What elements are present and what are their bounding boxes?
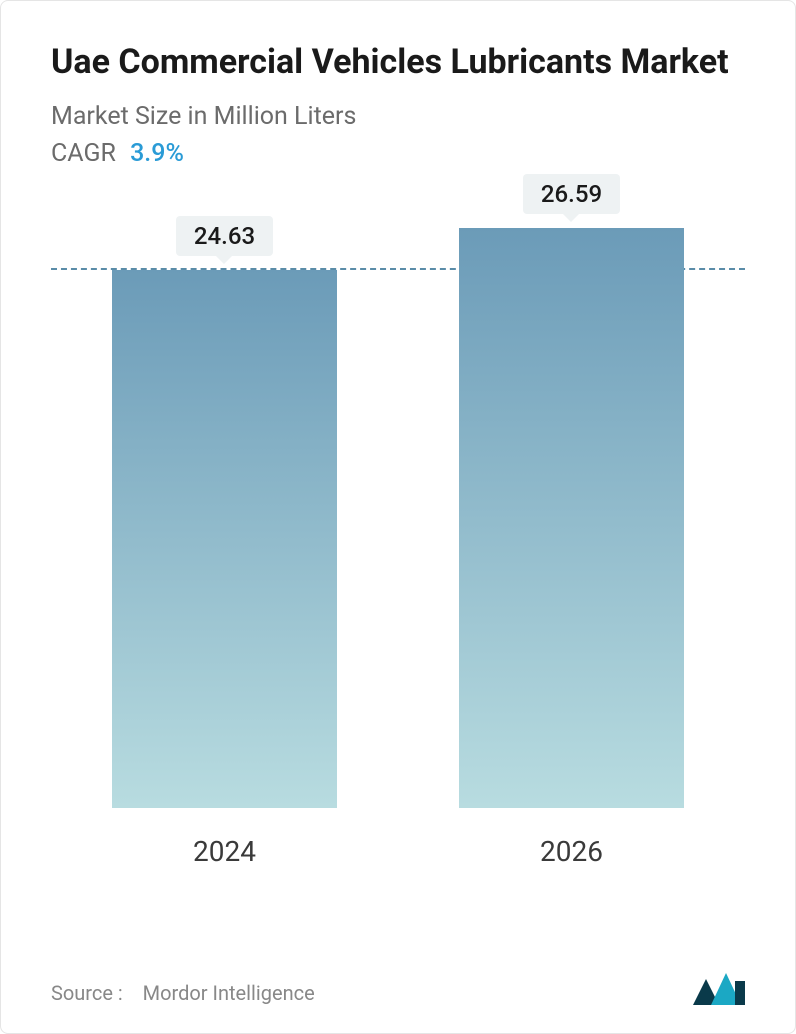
cagr-row: CAGR 3.9% [51,139,745,168]
bar-value-label: 24.63 [176,216,273,256]
bar-group: 26.59 [432,228,712,808]
bar-group: 24.63 [85,228,365,808]
source-label: Source : [51,981,123,1005]
chart-area: 24.6326.59 2024 2026 [51,228,745,868]
x-axis-label: 2024 [85,835,365,868]
bar [112,270,337,807]
chart-footer: Source : Mordor Intelligence [51,971,745,1005]
bar-value-label: 26.59 [523,174,620,214]
bars-container: 24.6326.59 [51,228,745,808]
cagr-label: CAGR [51,139,116,168]
x-axis-labels: 2024 2026 [51,835,745,868]
chart-subtitle: Market Size in Million Liters [51,102,745,131]
bar [459,228,684,808]
cagr-value: 3.9% [130,139,184,168]
source-text: Source : Mordor Intelligence [51,981,315,1005]
x-axis-label: 2026 [432,835,712,868]
brand-logo-icon [693,971,745,1005]
chart-card: Uae Commercial Vehicles Lubricants Marke… [0,0,796,1034]
chart-title: Uae Commercial Vehicles Lubricants Marke… [51,41,745,84]
source-value: Mordor Intelligence [143,981,315,1005]
